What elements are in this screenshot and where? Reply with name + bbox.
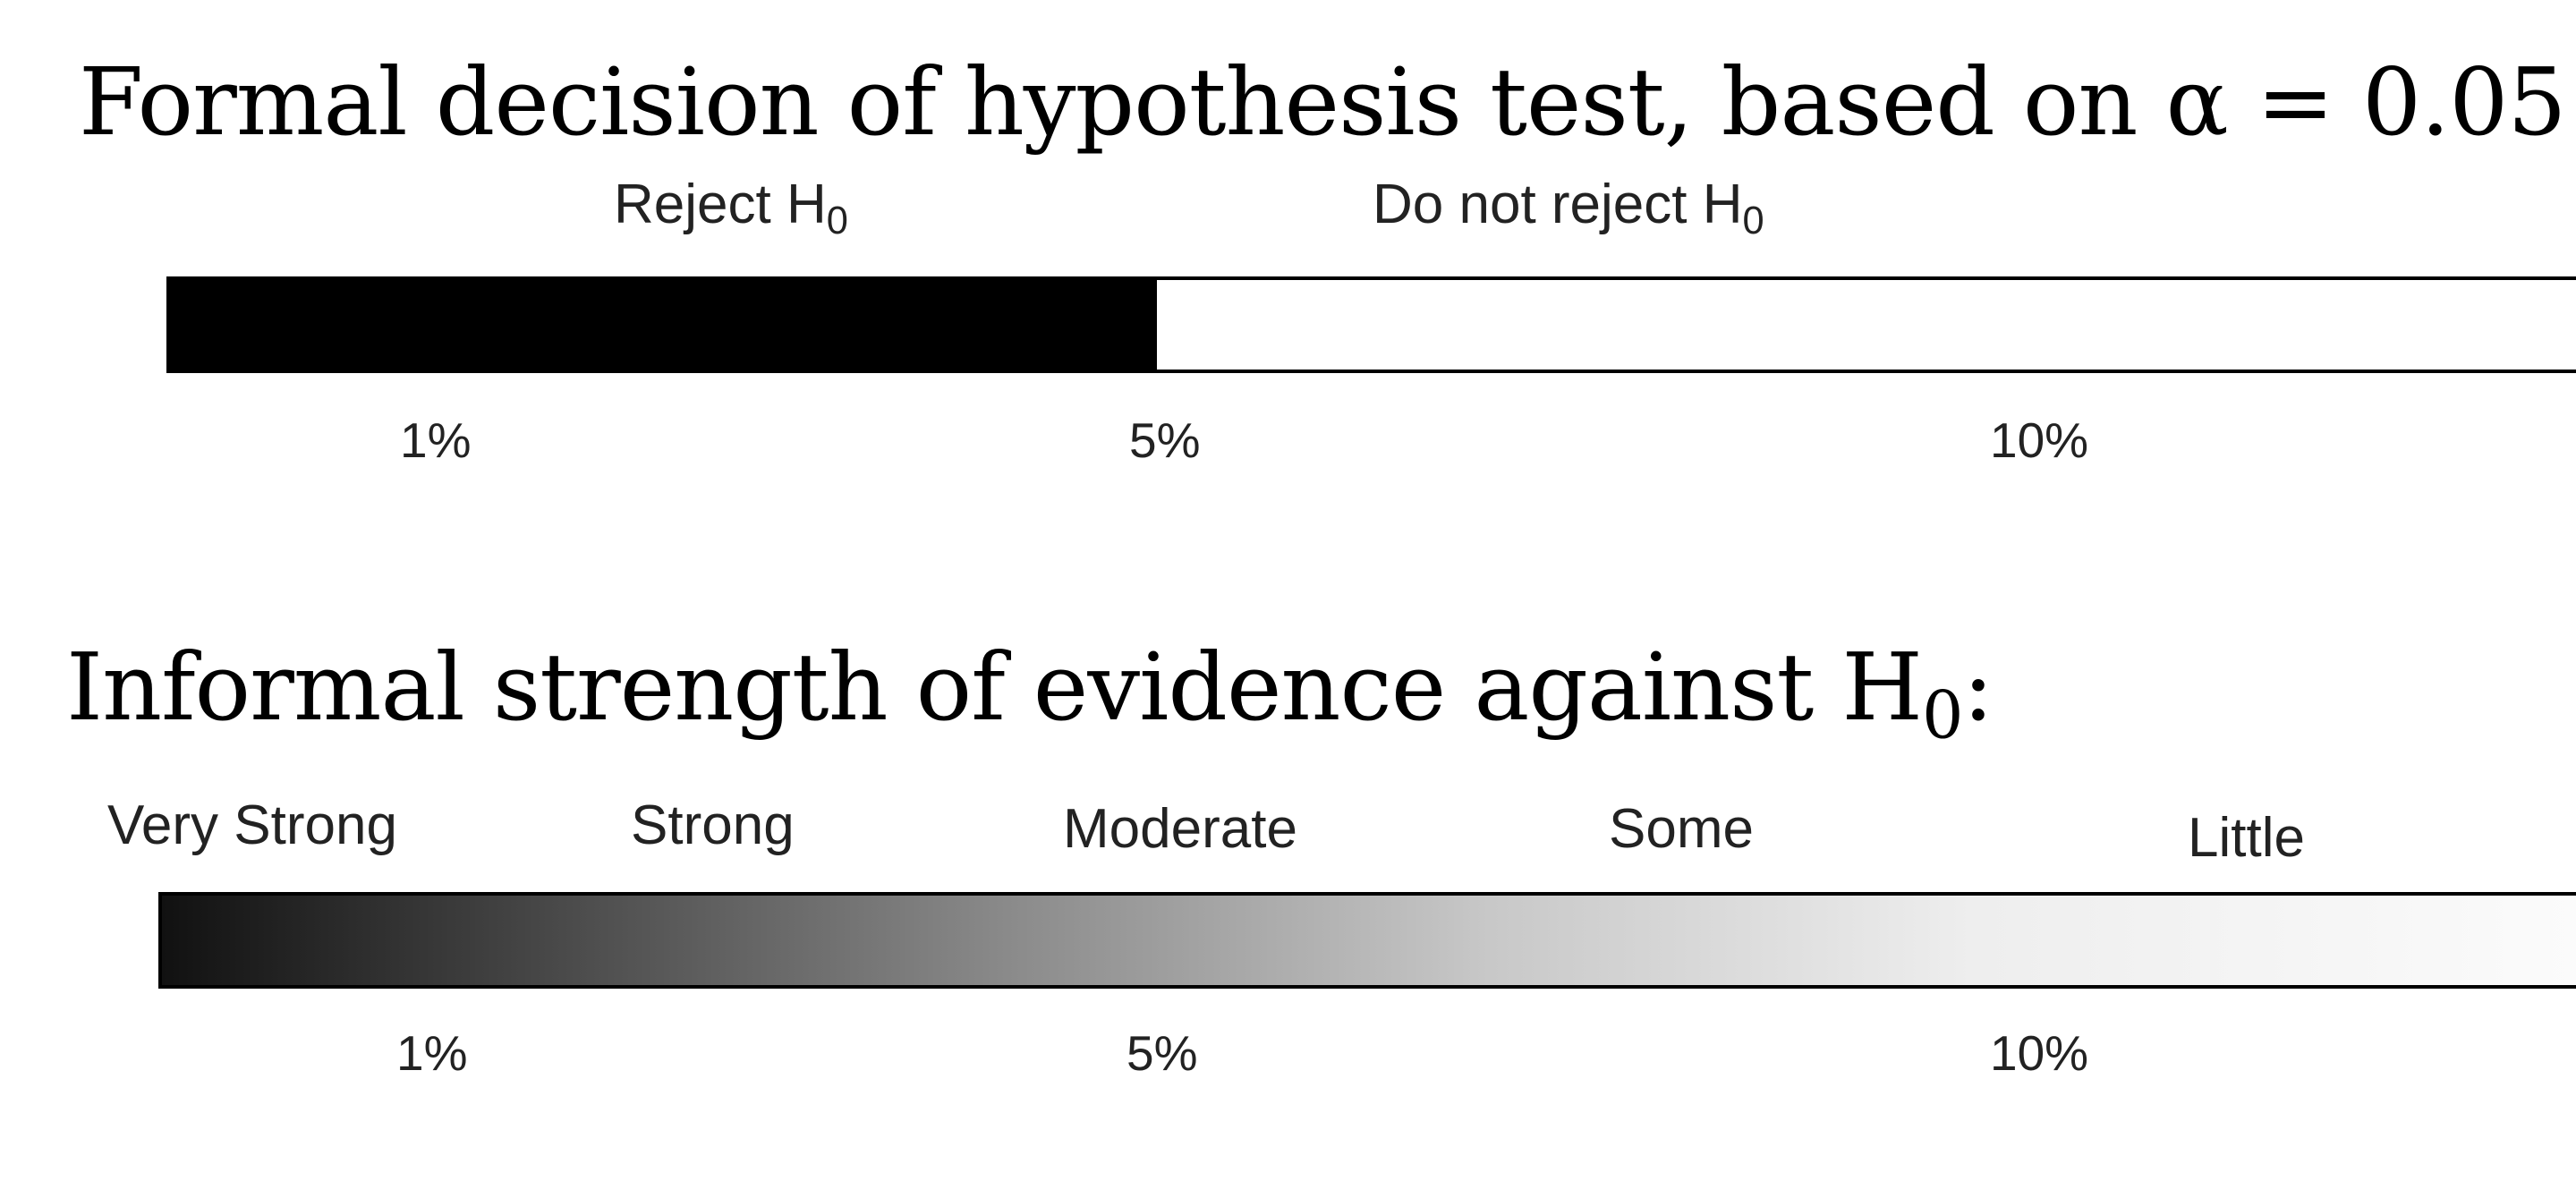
formal-decision-bar — [166, 276, 2576, 373]
evidence-label-moderate: Moderate — [1063, 798, 1297, 860]
evidence-tick-1-percent: 1% — [396, 1025, 468, 1081]
alpha-symbol: α — [2165, 47, 2229, 157]
evidence-label-little: Little — [2188, 807, 2305, 869]
formal-tick-5-percent: 5% — [1129, 412, 1201, 468]
evidence-tick-10-percent: 10% — [1990, 1025, 2089, 1081]
evidence-label-strong: Strong — [631, 794, 795, 856]
formal-decision-title: Formal decision of hypothesis test, base… — [79, 55, 2576, 149]
reject-region-fill — [170, 280, 1157, 370]
reject-h0-label: Reject H0 — [614, 174, 848, 243]
evidence-tick-5-percent: 5% — [1126, 1025, 1198, 1081]
alpha-value: = 0.05 : — [2256, 47, 2576, 157]
evidence-label-very-strong: Very Strong — [107, 794, 397, 856]
formal-tick-10-percent: 10% — [1990, 412, 2089, 468]
do-not-reject-h0-label: Do not reject H0 — [1373, 174, 1764, 243]
formal-tick-1-percent: 1% — [400, 412, 472, 468]
evidence-gradient-bar — [158, 892, 2576, 989]
evidence-label-some: Some — [1609, 798, 1754, 860]
formal-title-text: Formal decision of hypothesis test, base… — [79, 47, 2166, 157]
informal-evidence-title: Informal strength of evidence against H0… — [66, 633, 1994, 754]
